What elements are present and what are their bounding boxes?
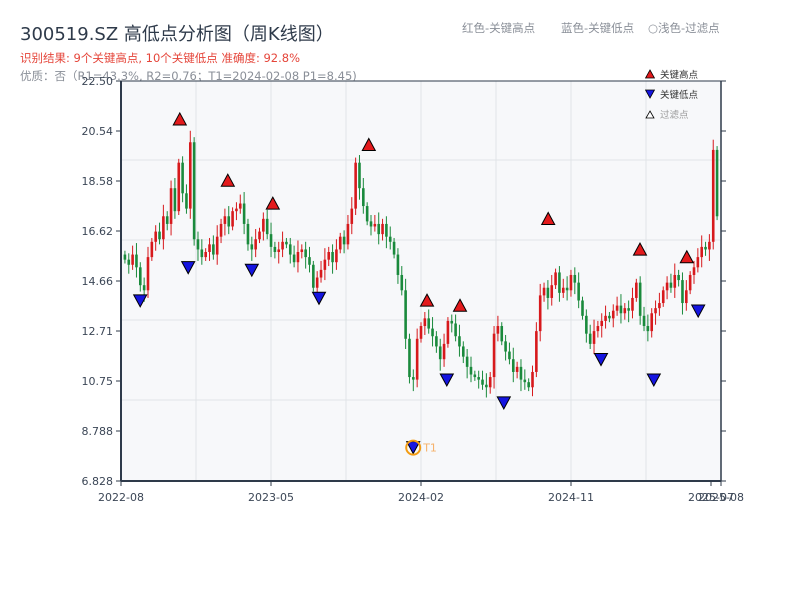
key-low-marker: [180, 261, 196, 275]
key-high-marker: [172, 111, 188, 126]
x-tick-label: 2024-11: [548, 491, 594, 504]
y-tick-label: 18.58: [82, 175, 114, 188]
key-low-marker: [496, 396, 512, 410]
legend-label: 关键高点: [660, 70, 699, 81]
key-low-marker: [690, 304, 706, 319]
y-tick-label: 10.75: [82, 375, 114, 388]
x-tick-label: 2022-08: [98, 491, 144, 504]
result-summary: 识别结果: 9个关键高点, 10个关键低点 准确度: 92.8%: [20, 51, 301, 65]
y-tick-label: 14.66: [82, 275, 114, 288]
key-high-marker: [679, 249, 695, 264]
y-tick-label: 20.54: [82, 125, 114, 138]
x-tick-label: 2024-02: [398, 491, 444, 504]
triangle-up-icon: [645, 69, 655, 79]
legend-label: 过滤点: [660, 110, 689, 121]
key-low-marker: [244, 263, 260, 278]
y-tick-label: 16.62: [82, 225, 114, 238]
x-tick-label: 2025-08: [698, 491, 744, 504]
quality-summary: 优质：否（R1=43.3%, R2=0.76；T1=2024-02-08 P1=…: [20, 69, 357, 83]
t1-ring: [405, 439, 422, 456]
legend-item-high: 关键高点: [645, 64, 698, 84]
chart-legend: 关键高点 关键低点 过滤点: [645, 64, 698, 124]
key-low-marker: [132, 294, 148, 308]
legend-note-red: 红色-关键高点: [462, 21, 536, 35]
legend-label: 关键低点: [660, 90, 699, 101]
y-tick-label: 22.50: [82, 75, 114, 88]
key-high-marker: [361, 137, 377, 151]
triangle-up-hollow-icon: [645, 110, 655, 119]
key-high-marker: [540, 211, 556, 225]
y-tick-label: 6.828: [82, 475, 114, 488]
legend-item-filtered: 过滤点: [645, 104, 698, 124]
y-tick-label: 12.71: [82, 325, 114, 338]
key-low-marker: [646, 373, 662, 388]
key-low-marker: [439, 373, 455, 388]
t1-label: T1: [422, 442, 437, 455]
key-high-marker: [452, 298, 468, 312]
y-tick-label: 8.788: [82, 425, 114, 438]
chart-title: 300519.SZ 高低点分析图（周K线图）: [20, 24, 334, 45]
legend-item-low: 关键低点: [645, 84, 698, 104]
triangle-down-icon: [645, 89, 655, 99]
key-high-marker: [419, 293, 435, 307]
key-high-marker: [632, 242, 648, 256]
key-high-marker: [265, 196, 281, 210]
x-tick-label: 2023-05: [248, 491, 294, 504]
x-tick-label: 2025-07: [688, 491, 734, 504]
legend-note-light: ○浅色-过滤点: [648, 21, 720, 35]
key-high-marker: [220, 173, 236, 187]
key-low-marker: [593, 353, 609, 367]
key-low-marker: [311, 291, 327, 306]
legend-note-blue: 蓝色-关键低点: [561, 21, 635, 35]
